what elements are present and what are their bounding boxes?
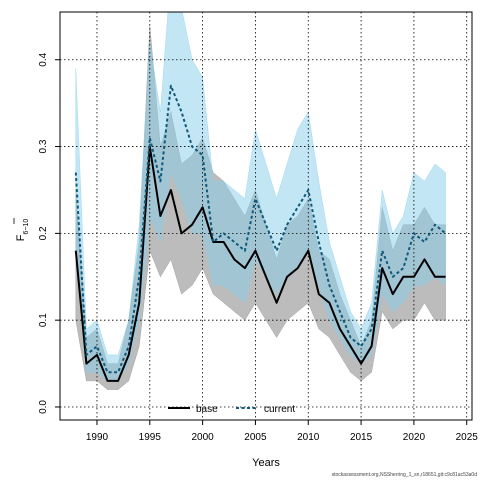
- legend: base current: [168, 404, 295, 415]
- x-tick-label: 2000: [191, 432, 214, 443]
- x-tick-label: 2025: [456, 432, 479, 443]
- y-axis-title-main: F: [15, 234, 27, 241]
- y-tick-label: 0.4: [38, 52, 49, 66]
- x-tick-label: 1990: [86, 432, 109, 443]
- y-tick-label: 0.1: [38, 313, 49, 327]
- y-axis: 0.0 0.1 0.2 0.3 0.4: [38, 52, 60, 414]
- legend-label-current: current: [264, 404, 295, 415]
- confidence-bands: [75, 12, 446, 390]
- legend-label-base: base: [196, 404, 218, 415]
- x-tick-label: 2015: [350, 432, 373, 443]
- line-base: [74, 145, 446, 382]
- x-tick-label: 1995: [139, 432, 162, 443]
- plot-frame: [59, 11, 473, 421]
- line-current: [74, 84, 447, 374]
- y-tick-label: 0.2: [38, 226, 49, 240]
- x-tick-label: 2020: [403, 432, 426, 443]
- footer-text: stockassessment.org,NSSherring_1_sn,r186…: [332, 472, 478, 478]
- x-axis-title: Years: [252, 457, 280, 469]
- x-tick-label: 2005: [244, 432, 267, 443]
- x-axis: 1990 1995 2000 2005 2010 2015 2020 2025: [86, 420, 478, 443]
- y-axis-title-subscript: 6−10: [23, 219, 30, 235]
- x-tick-label: 2010: [297, 432, 320, 443]
- y-axis-title: F6−10: [15, 219, 30, 242]
- y-tick-label: 0.3: [38, 139, 49, 153]
- series-lines: [74, 84, 447, 382]
- y-tick-label: 0.0: [38, 400, 49, 414]
- grid-lines: [60, 12, 472, 420]
